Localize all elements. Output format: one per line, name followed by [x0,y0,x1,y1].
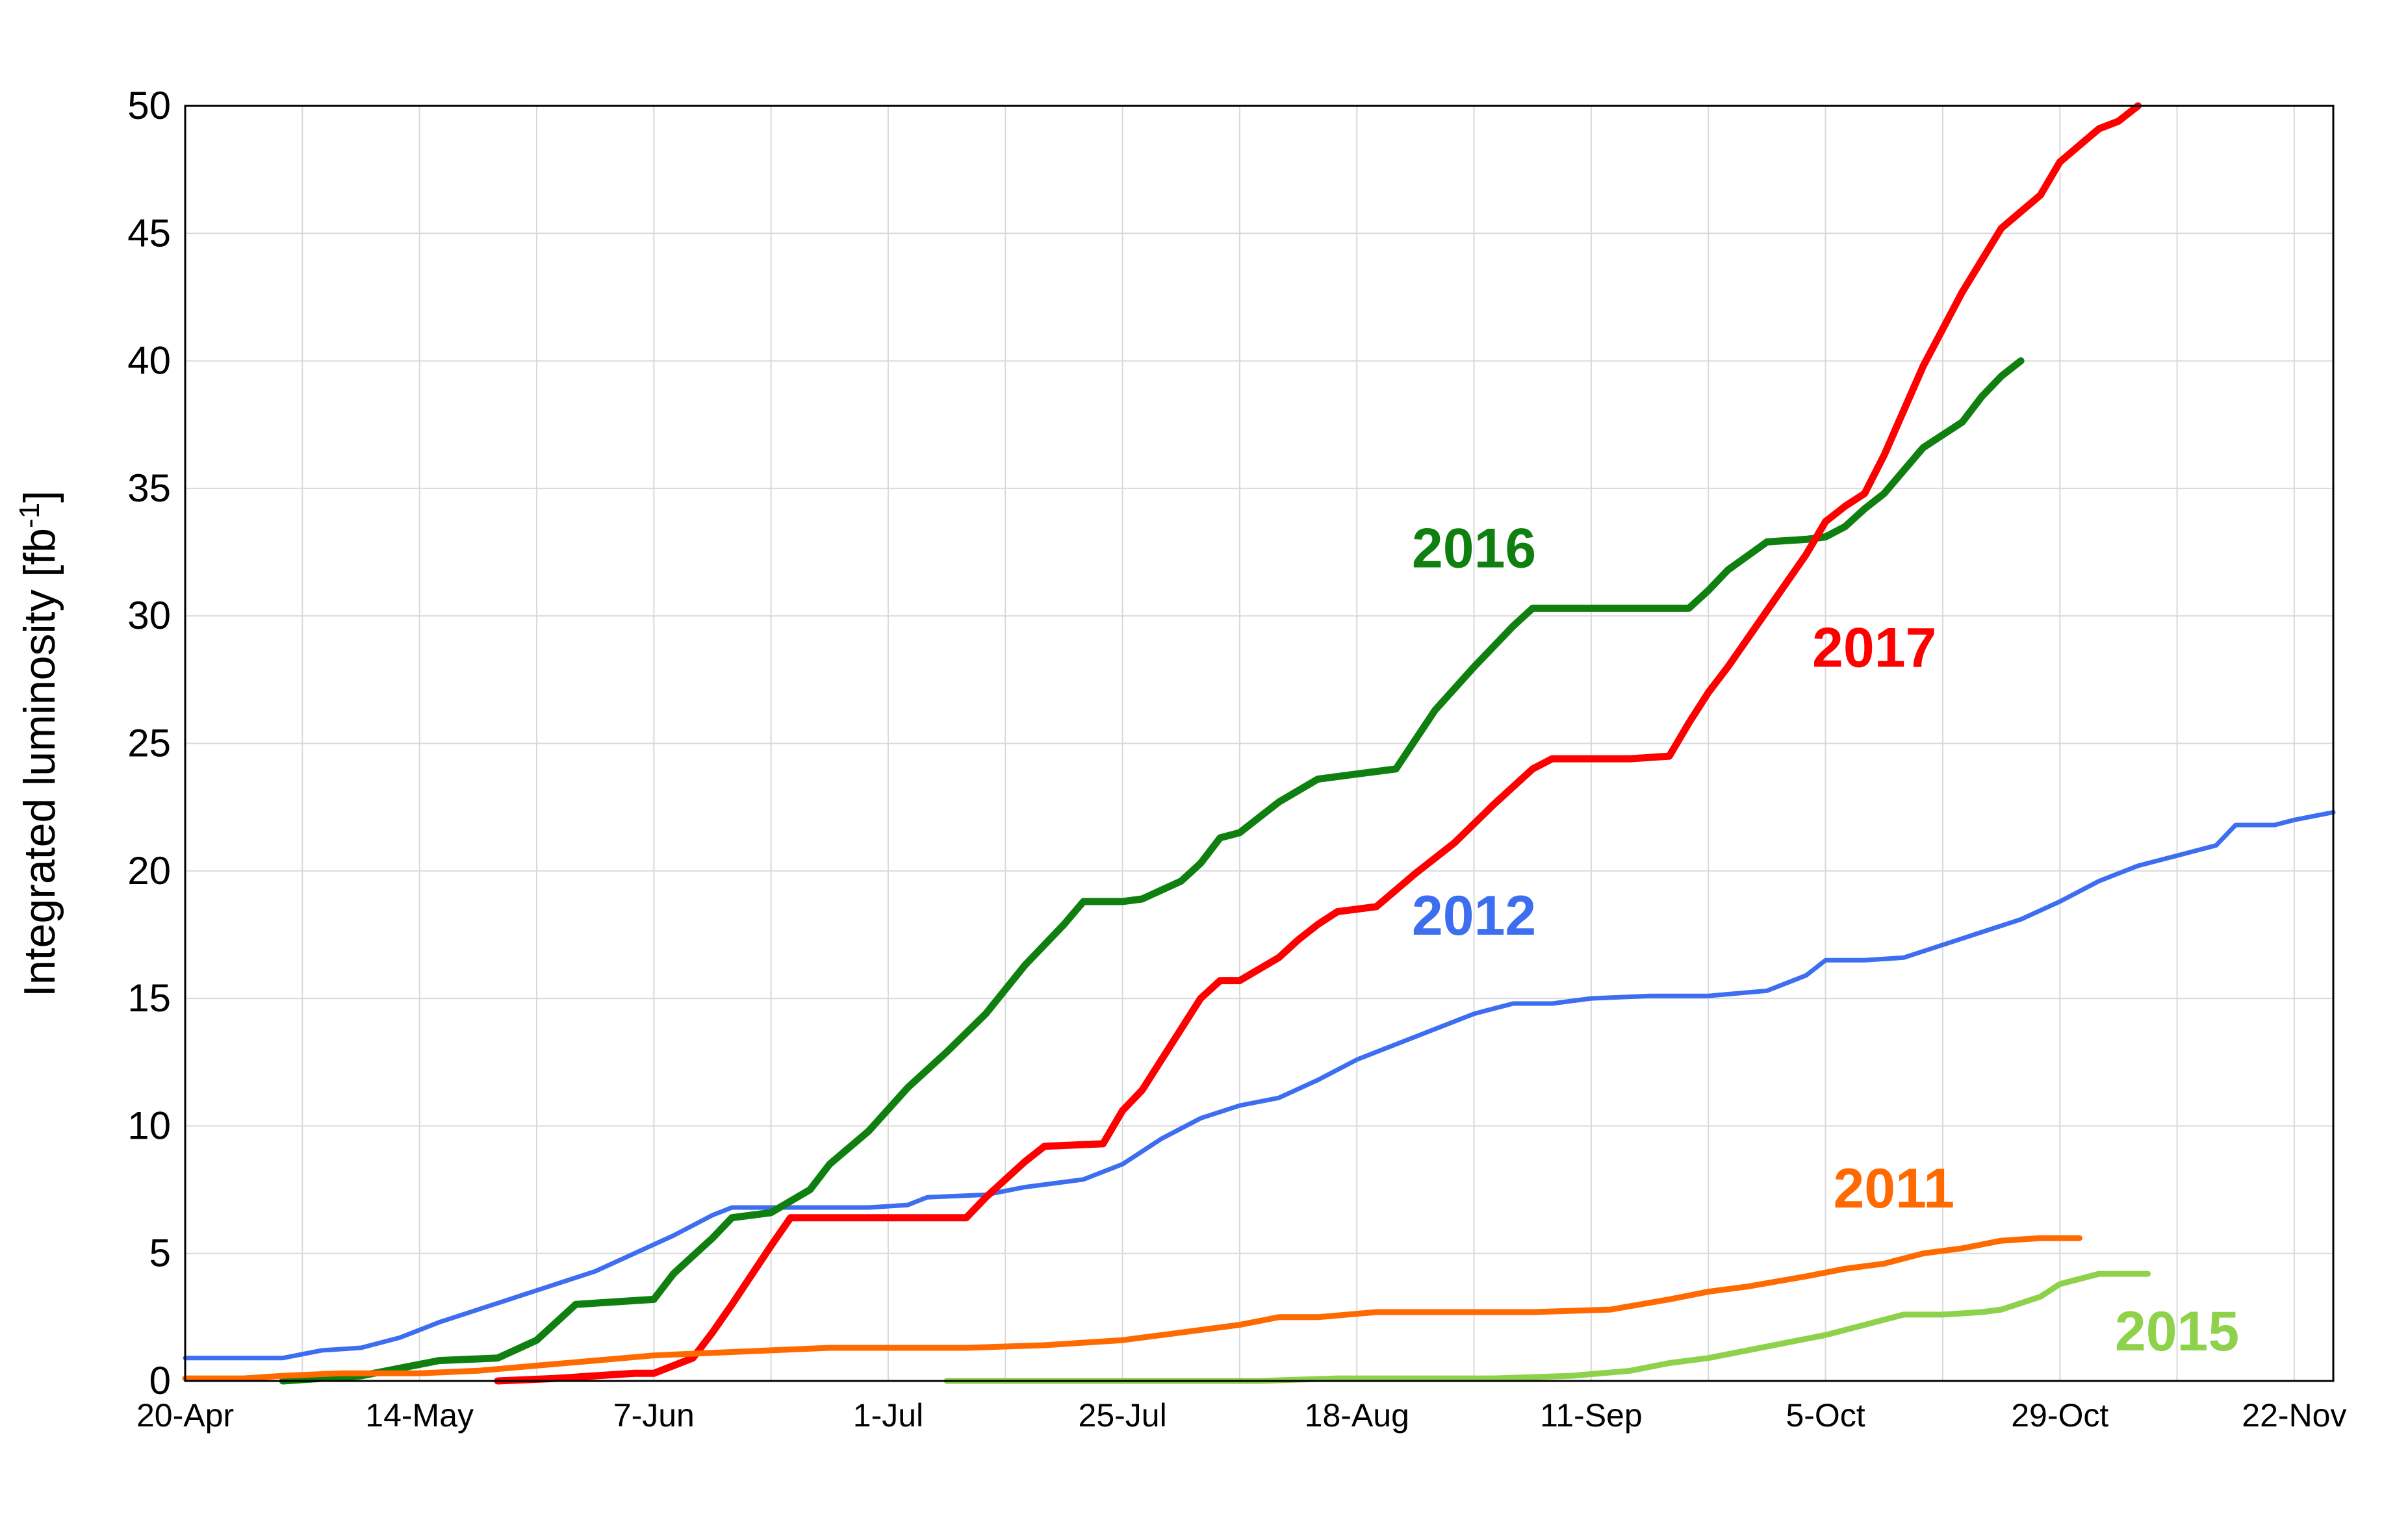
series-labels: 2012 2016 2017 2011 2015 [1412,518,2239,1363]
x-tick-label: 14-May [365,1397,474,1434]
x-tick-label: 7-Jun [613,1397,695,1434]
series-line-2012 [183,810,2336,1361]
grid [185,105,2333,1382]
series-label-2017: 2017 [1812,617,1936,679]
y-tick-label: 50 [127,84,171,127]
series-line-2017 [494,102,2142,1385]
y-tick-label: 15 [127,976,171,1020]
series-line-2011 [182,1235,2082,1382]
series-line-2016 [279,357,2025,1385]
y-tick-label: 10 [127,1104,171,1147]
x-tick-label: 25-Jul [1079,1397,1167,1434]
series-label-2015: 2015 [2115,1300,2239,1363]
series-line-2015 [943,1271,2151,1384]
series-label-2011: 2011 [1833,1157,1954,1220]
y-axis-label: Integrated luminosity [fb-1] [14,490,65,997]
x-axis-ticks: 20-Apr 14-May 7-Jun 1-Jul 25-Jul 18-Aug 11-Sep… [136,1397,2347,1434]
x-tick-label: 11-Sep [1540,1397,1643,1434]
y-tick-label: 5 [149,1232,171,1275]
y-tick-label: 35 [127,466,171,510]
y-tick-label: 30 [127,594,171,637]
y-tick-label: 40 [127,339,171,383]
y-axis-label-close: ] [15,490,64,503]
x-tick-label: 20-Apr [136,1397,234,1434]
x-tick-label: 1-Jul [853,1397,923,1434]
series-label-2012: 2012 [1412,885,1536,947]
y-tick-label: 45 [127,211,171,255]
x-tick-label: 18-Aug [1305,1397,1409,1434]
x-tick-label: 29-Oct [2011,1397,2108,1434]
y-axis-label-superscript: -1 [14,503,45,528]
plot-frame [184,105,2335,1382]
y-tick-label: 25 [127,722,171,765]
y-tick-label: 20 [127,849,171,892]
series-lines [182,102,2336,1385]
y-axis-ticks: 0 5 10 15 20 25 30 35 40 45 50 [127,84,171,1402]
series-label-2016: 2016 [1412,518,1536,580]
y-tick-label: 0 [149,1359,171,1402]
x-tick-label: 5-Oct [1786,1397,1865,1434]
y-axis-label-main: Integrated luminosity [fb [15,528,64,997]
x-tick-label: 22-Nov [2242,1397,2346,1434]
